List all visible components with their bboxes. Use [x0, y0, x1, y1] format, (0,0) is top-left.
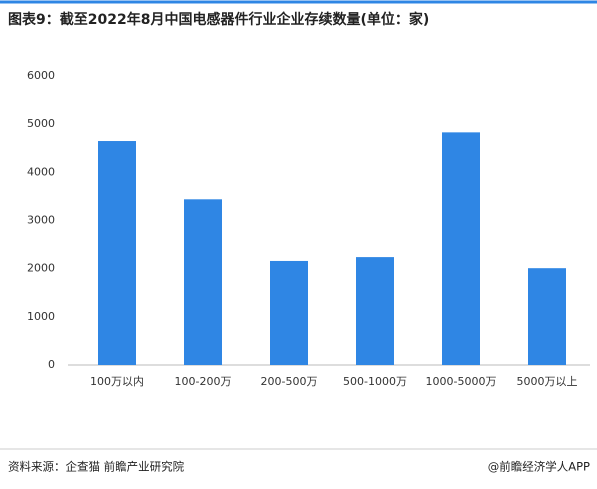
- x-tick-label: 100万以内: [90, 374, 144, 388]
- bar: [184, 199, 222, 365]
- y-tick-label: 1000: [27, 310, 55, 323]
- x-tick-label: 500-1000万: [343, 375, 407, 388]
- bar: [356, 257, 394, 365]
- y-tick-label: 2000: [27, 262, 55, 275]
- x-tick-label: 200-500万: [261, 375, 318, 388]
- y-tick-label: 3000: [27, 214, 55, 227]
- y-tick-label: 6000: [27, 69, 55, 82]
- x-tick-label: 1000-5000万: [426, 375, 497, 388]
- bar: [528, 268, 566, 365]
- bar: [98, 141, 136, 365]
- bar: [270, 260, 308, 365]
- y-tick-label: 5000: [27, 117, 55, 130]
- source-note: 资料来源：企查猫 前瞻产业研究院: [8, 460, 185, 474]
- bar: [442, 132, 480, 365]
- x-tick-label: 5000万以上: [517, 375, 578, 388]
- credit: @前瞻经济学人APP: [488, 460, 590, 474]
- y-tick-label: 4000: [27, 165, 55, 178]
- y-tick-label: 0: [48, 358, 55, 371]
- x-tick-label: 100-200万: [175, 375, 232, 388]
- chart-title: 图表9：截至2022年8月中国电感器件行业企业存续数量(单位：家): [8, 11, 429, 28]
